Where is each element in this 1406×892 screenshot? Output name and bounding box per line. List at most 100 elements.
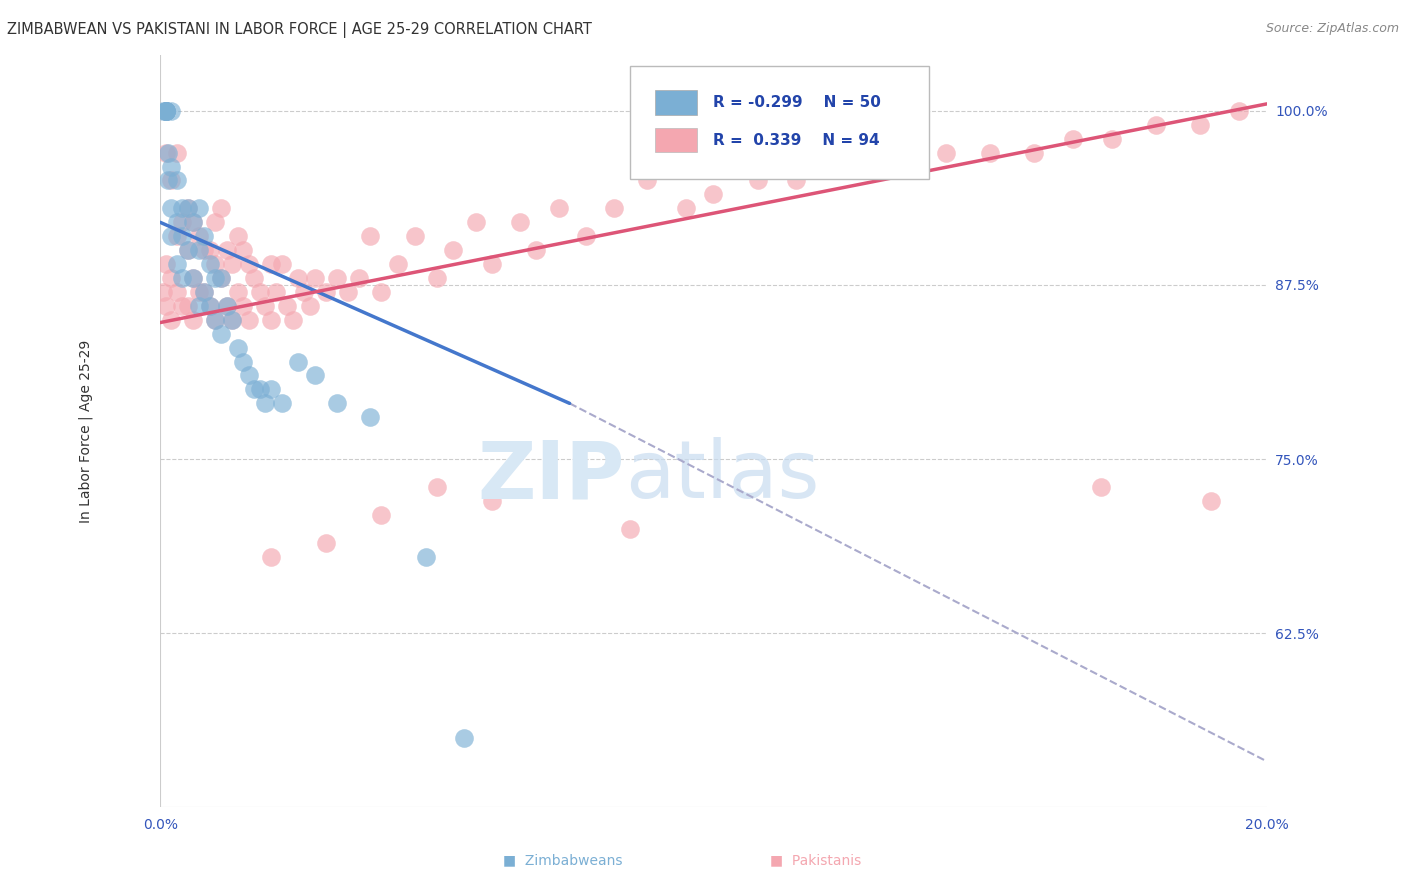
Point [155,103,177,118]
Point [204,313,226,327]
Point [1201,493,1223,508]
FancyBboxPatch shape [630,66,929,179]
Point [193,243,215,257]
Point [155,103,177,118]
Point [187,243,209,257]
Point [404,229,426,244]
Point [166,145,188,160]
Point [266,285,288,299]
Point [160,313,183,327]
Point [1227,103,1250,118]
Point [232,354,254,368]
Point [260,313,283,327]
Point [221,257,243,271]
Point [1090,480,1112,494]
Point [155,103,177,118]
Point [160,173,183,187]
Point [238,257,260,271]
Point [155,299,177,313]
Point [254,299,277,313]
Point [896,160,918,174]
Point [204,313,226,327]
Point [575,229,598,244]
Point [152,285,174,299]
Point [304,271,326,285]
Point [1144,118,1167,132]
Point [226,341,249,355]
Point [215,299,238,313]
Point [160,103,183,118]
Point [464,215,486,229]
Point [183,215,205,229]
Point [238,368,260,383]
Point [441,243,464,257]
Point [157,145,180,160]
Point [509,215,531,229]
Point [177,243,200,257]
Point [1101,132,1123,146]
Point [177,202,200,216]
Point [326,396,349,410]
Point [187,285,209,299]
Point [209,326,232,341]
Point [619,522,641,536]
Point [166,257,188,271]
Point [349,271,371,285]
Point [209,271,232,285]
Point [524,243,547,257]
Bar [655,90,697,114]
Point [481,257,503,271]
Point [204,271,226,285]
Point [238,313,260,327]
Point [281,313,304,327]
Text: R = -0.299    N = 50: R = -0.299 N = 50 [713,95,882,110]
Point [249,285,271,299]
Point [183,313,205,327]
Point [359,229,381,244]
Point [166,285,188,299]
Point [166,215,188,229]
Text: ■  Zimbabweans: ■ Zimbabweans [503,853,621,867]
Point [636,173,658,187]
Point [204,215,226,229]
Point [785,173,807,187]
Point [215,299,238,313]
Point [675,202,697,216]
Point [221,313,243,327]
Point [287,271,309,285]
Text: ■  Pakistanis: ■ Pakistanis [770,853,860,867]
Point [315,285,337,299]
Point [209,271,232,285]
Point [453,731,475,745]
Point [370,508,392,522]
Point [155,103,177,118]
Text: R =  0.339    N = 94: R = 0.339 N = 94 [713,133,880,148]
Point [187,229,209,244]
Point [198,243,221,257]
Point [155,103,177,118]
Point [172,215,194,229]
Point [172,299,194,313]
Point [387,257,409,271]
Text: atlas: atlas [624,437,820,516]
Point [232,243,254,257]
Point [270,396,292,410]
Text: Source: ZipAtlas.com: Source: ZipAtlas.com [1265,22,1399,36]
Point [215,243,238,257]
Point [1062,132,1084,146]
Point [160,229,183,244]
Point [260,257,283,271]
Point [160,160,183,174]
Point [226,285,249,299]
Point [813,160,835,174]
Point [232,299,254,313]
Point [152,103,174,118]
Point [935,145,957,160]
Point [187,299,209,313]
Point [481,493,503,508]
Point [221,313,243,327]
Point [1189,118,1212,132]
Point [155,145,177,160]
Point [209,202,232,216]
Bar [655,128,697,153]
